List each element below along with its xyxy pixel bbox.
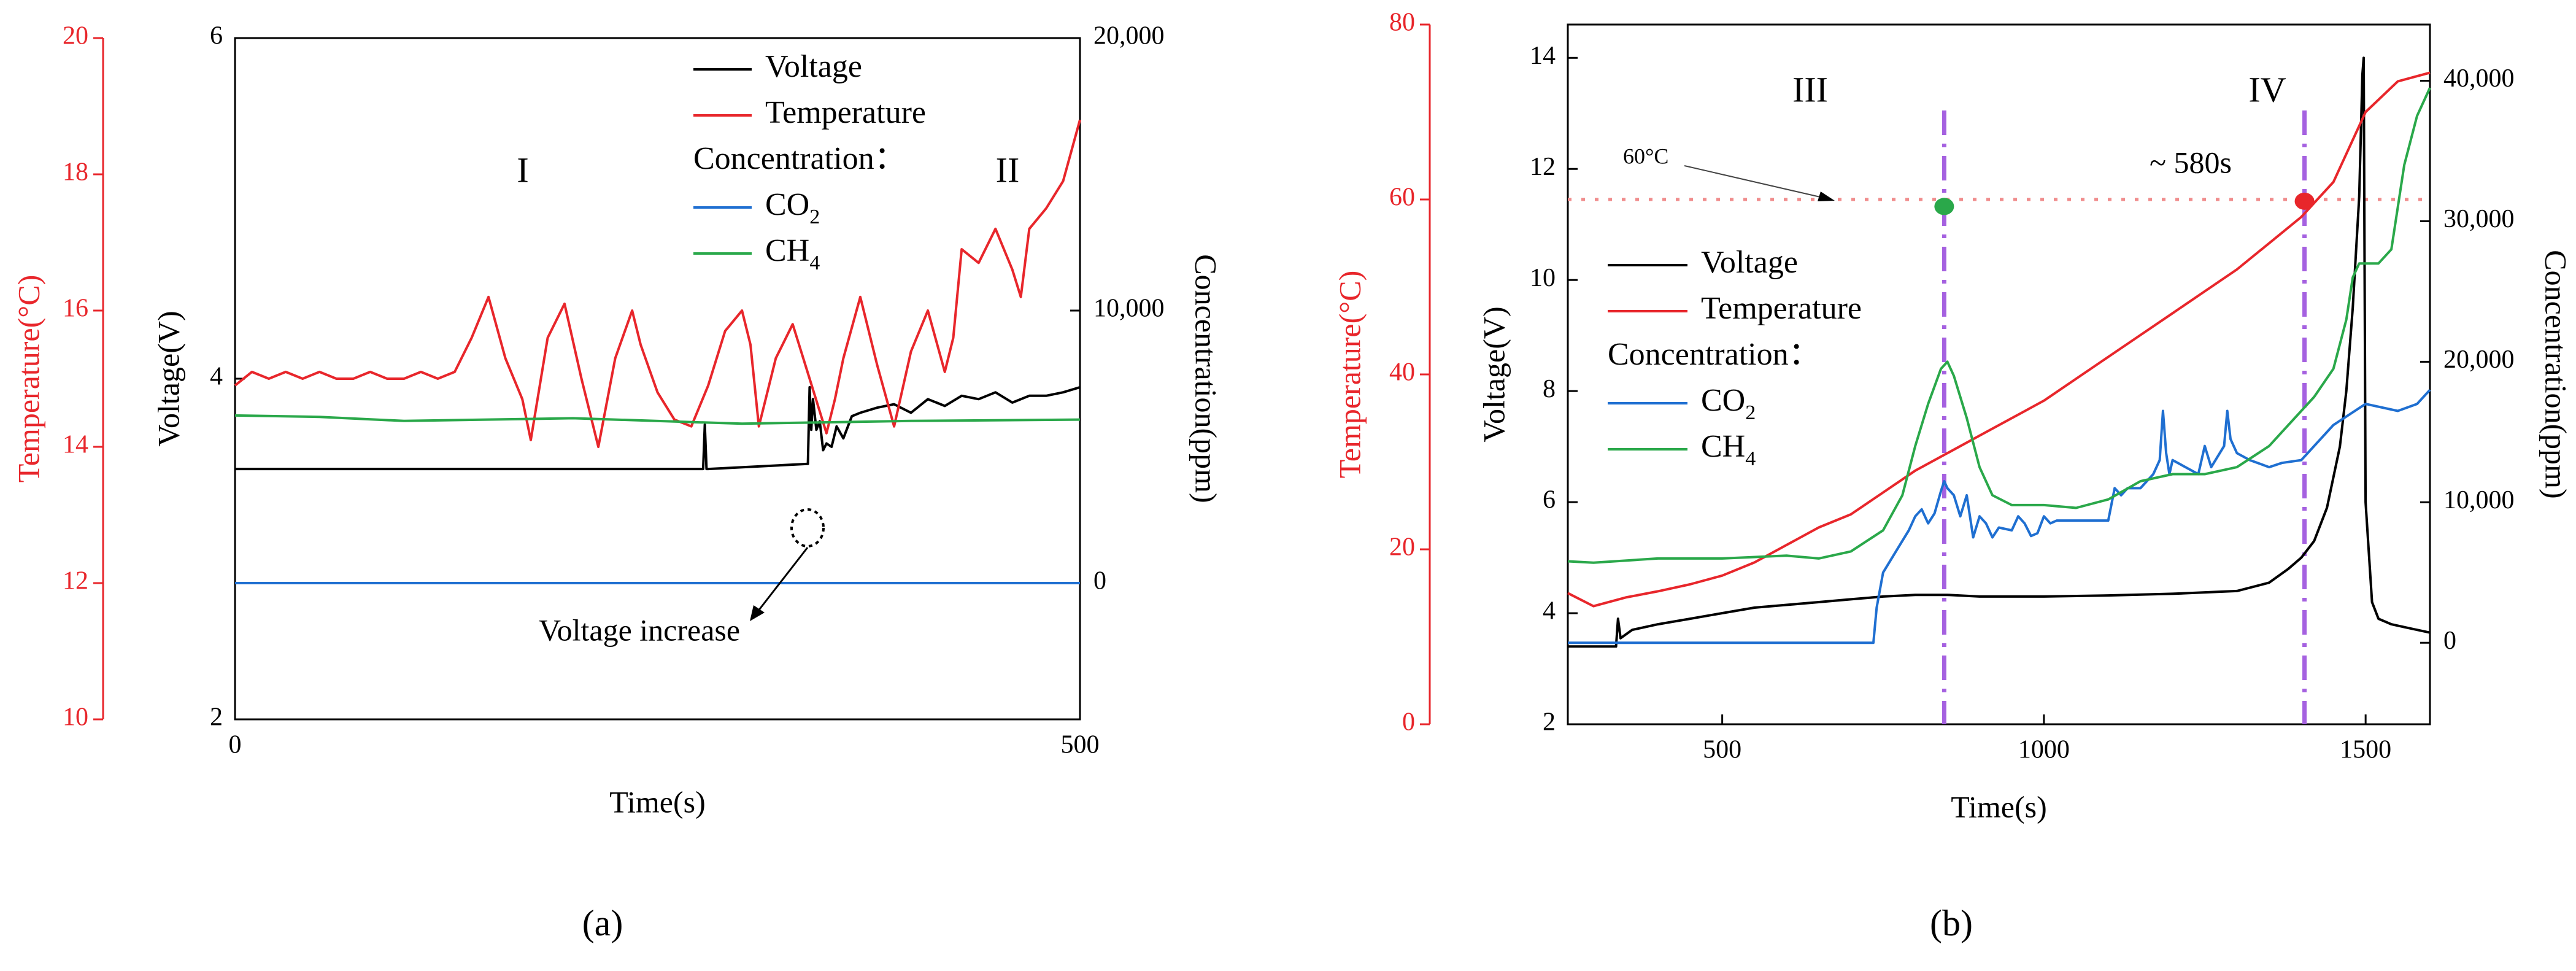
legend-label: Concentration：: [1608, 337, 1821, 372]
temperature-axis-label: Temperature(°C): [1332, 271, 1367, 479]
series-line-ch4: [1567, 87, 2431, 564]
x-tick-label: 1500: [2340, 736, 2391, 764]
series-line-voltage: [1568, 56, 2431, 648]
event-marker-2: [2294, 192, 2315, 210]
voltage-increase-arrowhead: [750, 605, 765, 621]
voltage-increase-highlight: [790, 508, 825, 547]
voltage-increase-label: Voltage increase: [539, 613, 740, 647]
voltage-axis-label: Voltage(V): [151, 311, 185, 446]
temperature-tick-label: 12: [63, 567, 88, 595]
series-line-temperature: [234, 119, 1081, 448]
x-tick-label: 500: [1703, 736, 1741, 764]
temperature-tick-label: 10: [63, 703, 88, 732]
legend: Voltage Temperature Concentration： CO2 CH4: [1608, 245, 1862, 470]
temperature-tick-label: 20: [1389, 533, 1415, 562]
region-label-ii: II: [996, 150, 1020, 190]
legend-subscript: 2: [809, 206, 820, 228]
legend-label: CH4: [765, 233, 820, 274]
x-axis-label: Time(s): [609, 784, 706, 819]
concentration-tick-label: 20,000: [1093, 22, 1165, 50]
legend: Voltage Temperature Concentration： CO2 CH4: [693, 49, 926, 274]
legend-label: Concentration：: [693, 141, 906, 176]
voltage-tick-label: 2: [1543, 708, 1556, 737]
voltage-tick-label: 12: [1530, 153, 1556, 181]
voltage-tick-label: 2: [210, 703, 223, 732]
legend-subscript: 4: [1745, 447, 1756, 470]
temperature-tick-label: 20: [63, 22, 88, 50]
voltage-tick-label: 14: [1530, 42, 1556, 70]
concentration-tick-label: 0: [1093, 567, 1106, 595]
x-tick-label: 1000: [2018, 736, 2070, 764]
threshold-arrow: [1684, 165, 1826, 199]
x-tick-label: 0: [229, 731, 242, 759]
chart-panel-a: 0 500Time(s)246Voltage(V)101214161820Temp…: [11, 22, 1223, 943]
panel-label: (b): [1930, 903, 1973, 943]
x-tick-label: 500: [1061, 731, 1100, 759]
series-line-co2: [1568, 389, 2431, 644]
plot-frame: [1567, 23, 2431, 725]
chart-panel-b: 500 1000 1500 Time(s) 2 4 6 8 10 12 14 Voltage(V) 0 2…: [1332, 9, 2573, 943]
series-line-temperature: [1567, 71, 2431, 608]
region-label-i: I: [517, 150, 528, 190]
region-label-iii: III: [1792, 69, 1828, 109]
interval-label: ~ 580s: [2150, 145, 2232, 179]
temperature-tick-label: 0: [1402, 708, 1415, 737]
concentration-tick-label: 10,000: [2443, 486, 2515, 514]
concentration-tick-label: 40,000: [2443, 64, 2515, 93]
voltage-axis-label: Voltage(V): [1476, 306, 1511, 442]
concentration-tick-label: 10,000: [1093, 295, 1165, 323]
concentration-tick-label: 30,000: [2443, 205, 2515, 233]
temperature-tick-label: 14: [63, 431, 88, 459]
region-label-iv: IV: [2248, 69, 2286, 109]
legend-label: Temperature: [765, 95, 926, 130]
legend-label: CH4: [1701, 429, 1756, 470]
legend-label: Voltage: [1701, 245, 1798, 280]
voltage-tick-label: 6: [210, 22, 223, 50]
series-line-voltage: [235, 385, 1081, 471]
series-line-ch4: [234, 414, 1081, 425]
legend-label: Voltage: [765, 49, 862, 84]
temperature-tick-label: 16: [63, 295, 88, 323]
concentration-tick-label: 20,000: [2443, 346, 2515, 374]
legend-label: CO2: [765, 187, 820, 228]
threshold-label: 60°C: [1623, 144, 1668, 168]
concentration-axis-label: Concentration(ppm): [2539, 250, 2574, 498]
concentration-tick-label: 0: [2443, 627, 2456, 655]
threshold-arrowhead: [1818, 191, 1835, 201]
legend-label: CO2: [1701, 383, 1756, 424]
temperature-tick-label: 18: [63, 158, 88, 187]
voltage-increase-arrow: [755, 547, 809, 614]
temperature-axis-label: Temperature(°C): [11, 275, 45, 483]
temperature-tick-label: 80: [1389, 9, 1415, 37]
panel-label: (a): [582, 903, 623, 943]
temperature-tick-label: 60: [1389, 184, 1415, 212]
voltage-tick-label: 4: [1543, 597, 1556, 625]
voltage-tick-label: 8: [1543, 375, 1556, 403]
voltage-tick-label: 10: [1530, 264, 1556, 292]
legend-label: Temperature: [1701, 291, 1862, 326]
legend-subscript: 2: [1745, 401, 1756, 424]
x-axis-label: Time(s): [1951, 789, 2047, 824]
temperature-tick-label: 40: [1389, 358, 1415, 387]
legend-subscript: 4: [809, 252, 820, 274]
voltage-tick-label: 6: [1543, 486, 1556, 514]
voltage-tick-label: 4: [210, 363, 223, 391]
event-marker-1: [1934, 198, 1954, 215]
concentration-axis-label: Concentration(ppm): [1189, 254, 1224, 503]
